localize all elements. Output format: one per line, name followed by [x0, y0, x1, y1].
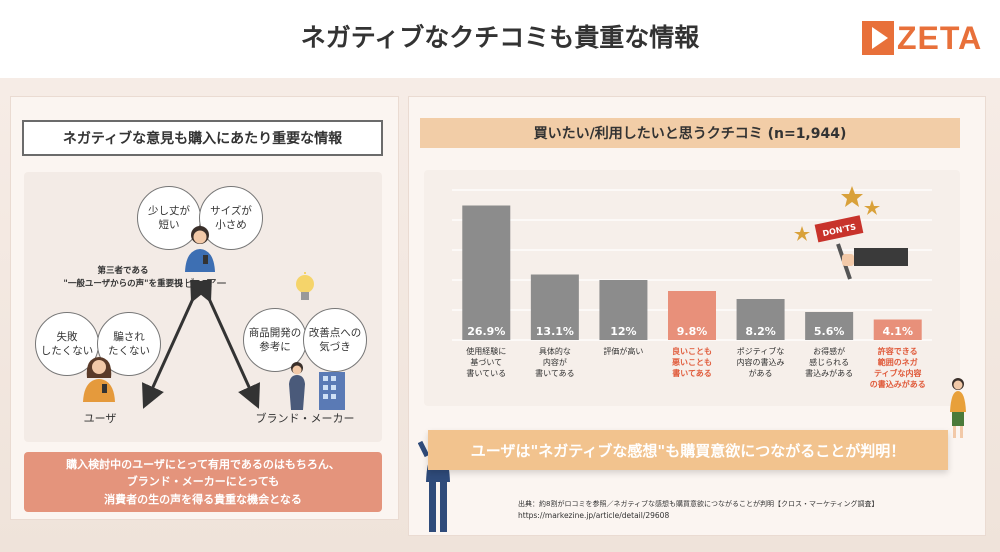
bar-2 [530, 274, 579, 340]
source-citation: 出典：約8割がロコミを参照／ネガティブな感想も購買意欲につながることが判明【クロ… [518, 499, 958, 522]
reviewer-person-icon [185, 226, 215, 272]
summary-box: 購入検討中のユーザにとって有用であるのはもちろん、 ブランド・メーカーにとっても… [24, 452, 382, 512]
user-person-icon [83, 357, 115, 402]
third-party-note: 第三者である "一般ユーザからの声"を重要視 [63, 266, 183, 289]
left-heading: ネガティブな意見も購入にあたり重要な情報 [22, 120, 383, 156]
page-title: ネガティブなクチコミも貴重な情報 [300, 23, 700, 52]
bar-value-label-2: 13.1% [536, 325, 574, 338]
bar-4 [668, 291, 716, 340]
user-label: ユーザ [83, 412, 117, 425]
bar-value-label-5: 8.2% [745, 325, 776, 338]
zeta-logo-icon [862, 21, 894, 55]
summary-line-1: 購入検討中のユーザにとって有用であるのはもちろん、 [66, 457, 340, 471]
bar-value-label-4: 9.8% [677, 325, 708, 338]
donts-sign-illustration: DON'TS [794, 186, 908, 280]
source-text: 出典：約8割がロコミを参照／ネガティブな感想も購買意欲につながることが判明【クロ… [518, 500, 879, 508]
zeta-logo: ZETA [862, 18, 994, 58]
maker-label: ブランド・メーカー [255, 412, 355, 425]
category-label-7: 許容できる範囲のネガティブな内容の書込みがある [870, 346, 926, 389]
reviewer-bubble-2: サイズが 小さめ [199, 186, 263, 250]
summary-line-3: 消費者の生の声を得る貴重な機会となる [104, 492, 302, 506]
logo-text: ZETA [897, 19, 983, 56]
category-label-5: ポジティブな内容の書込みがある [737, 346, 785, 378]
bar-6 [805, 312, 854, 340]
maker-bubble-2: 改善点への 気づき [303, 308, 367, 372]
bar-chart: 26.9% 使用経験に基づいて書いている 13.1% 具体的な内容が書いてある 12% 評… [452, 189, 932, 389]
arrow-reviewer-user [142, 280, 212, 409]
category-label-3: 評価が高い [603, 346, 643, 356]
relationship-arrows [142, 280, 260, 409]
bar-5 [736, 299, 785, 340]
bar-3 [599, 280, 648, 340]
bar-value-label-6: 5.6% [814, 325, 845, 338]
category-label-2: 具体的な内容が書いてある [535, 346, 575, 378]
bar-value-label-3: 12% [610, 325, 636, 338]
arrow-reviewer-maker [190, 280, 260, 409]
woman-figure-icon [950, 378, 966, 438]
source-url[interactable]: https://markezine.jp/article/detail/2960… [518, 511, 670, 521]
star-icon [841, 186, 863, 207]
conclusion-banner: ユーザは"ネガティブな感想"も購買意欲につながることが判明！ [428, 430, 948, 470]
bar-value-label-7: 4.1% [882, 325, 913, 338]
bar-1 [462, 205, 511, 340]
category-label-4: 良いことも悪いことも書いてある [672, 346, 712, 378]
lightbulb-icon [296, 272, 314, 300]
star-icon [864, 200, 880, 215]
businessman-icon [289, 362, 345, 410]
chart-title: 買いたい/利用したいと思うクチコミ (n=1,944) [420, 118, 960, 148]
summary-line-2: ブランド・メーカーにとっても [126, 475, 280, 489]
category-label-1: 使用経験に基づいて書いている [466, 346, 506, 378]
category-label-6: お得感が感じられる書込みがある [805, 346, 853, 378]
star-icon [794, 226, 810, 241]
bar-7 [873, 319, 922, 340]
bar-value-label-1: 26.9% [467, 325, 505, 338]
